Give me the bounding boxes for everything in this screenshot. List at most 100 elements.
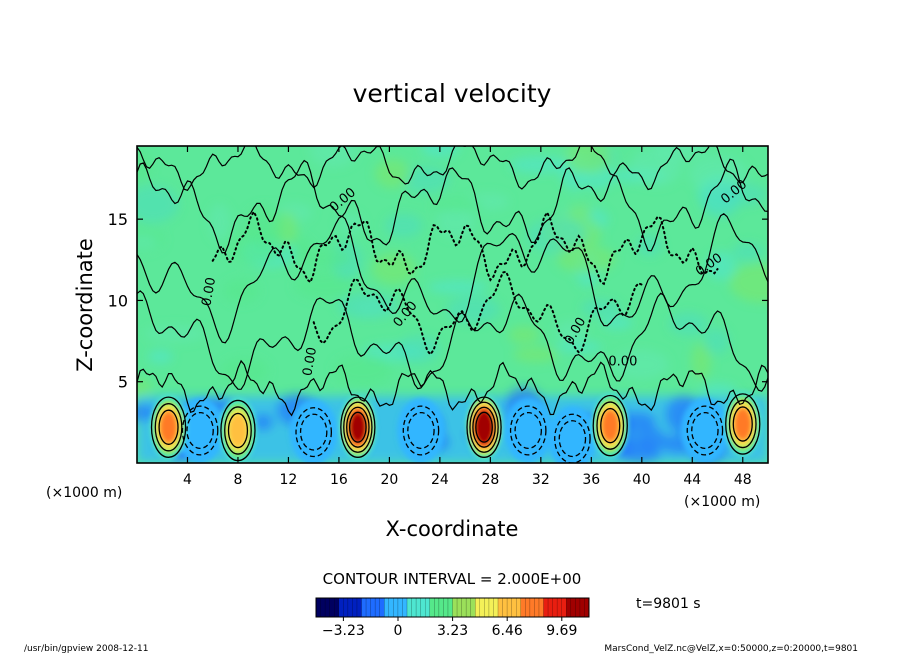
x-tick-label: 36 — [582, 472, 600, 488]
y-tick-label: 15 — [108, 210, 128, 229]
field-texture — [565, 146, 611, 174]
field-texture — [436, 205, 475, 238]
field-texture — [397, 335, 441, 364]
field-texture — [220, 357, 269, 385]
updraft-core — [603, 413, 617, 438]
field-texture — [430, 198, 484, 212]
colorbar-swatch — [429, 598, 453, 617]
x-unit-right: (×1000 m) — [684, 494, 760, 510]
colorbar-tick-label: 6.46 — [492, 623, 523, 639]
field-texture — [299, 247, 352, 268]
updraft-contour — [150, 396, 187, 458]
lower-layer-texture — [253, 413, 274, 431]
downdraft-contour — [514, 411, 542, 450]
colorbar-swatch — [316, 598, 340, 617]
field-texture — [509, 156, 569, 174]
x-tick-label: 28 — [481, 472, 499, 488]
colorbar-tick-label: −3.23 — [322, 623, 365, 639]
field-texture — [446, 295, 500, 324]
updraft-contour — [348, 411, 367, 443]
downdraft-core — [548, 406, 597, 463]
updraft-contour — [154, 403, 183, 452]
y-axis-label: Z-coordinate — [73, 238, 97, 372]
plot-area: 0.000.000.000.000.000.000.000.00 — [137, 146, 768, 463]
colorbar-swatch — [407, 598, 431, 617]
field-texture — [309, 146, 358, 168]
zero-contour — [137, 213, 768, 344]
field-texture — [703, 328, 730, 355]
updraft-contour — [224, 406, 252, 455]
updraft-contour — [732, 406, 753, 442]
updraft-contour — [728, 399, 757, 449]
field-texture — [508, 325, 540, 345]
colorbar — [315, 597, 590, 618]
downdraft-contour — [186, 411, 214, 450]
plot-frame — [136, 145, 769, 464]
colorbar-tick-label: 3.23 — [437, 623, 468, 639]
colorbar-swatch — [566, 598, 590, 617]
updraft-contour — [346, 406, 370, 448]
downdraft-core — [504, 397, 553, 463]
colorbar-swatch — [475, 598, 499, 617]
field-texture — [223, 279, 260, 303]
downdraft-contour — [181, 405, 219, 456]
downdraft-core — [289, 399, 338, 463]
field-texture — [294, 271, 356, 300]
colorbar-tick-label: 0 — [394, 623, 403, 639]
contour-label: 0.00 — [199, 276, 219, 307]
zero-contour-dotted — [211, 209, 719, 286]
downdraft-core — [176, 397, 225, 463]
colorbar-tick-label: 9.69 — [546, 623, 577, 639]
x-tick-label: 24 — [431, 472, 449, 488]
downdraft-core — [396, 397, 445, 463]
updraft-contour — [472, 406, 496, 448]
x-tick-label: 32 — [532, 472, 550, 488]
field-texture — [137, 234, 158, 251]
field-texture — [732, 242, 765, 262]
x-tick-label: 20 — [380, 472, 398, 488]
lower-layer-texture — [635, 426, 665, 450]
field-texture — [613, 349, 669, 380]
updraft-contour — [469, 401, 499, 453]
colorbar-swatch — [498, 598, 522, 617]
field-texture — [225, 228, 286, 264]
downdraft-core — [680, 397, 729, 463]
field-texture — [137, 379, 152, 398]
downdraft-contour — [299, 413, 328, 451]
updraft-core — [478, 415, 490, 439]
field-texture — [428, 280, 489, 294]
footer-right: MarsCond_VelZ.nc@VelZ,x=0:50000,z=0:2000… — [604, 644, 858, 654]
zero-contour-dotted — [312, 270, 643, 356]
x-tick-label: 12 — [280, 472, 298, 488]
x-tick-label: 8 — [233, 472, 242, 488]
updraft-core — [231, 417, 245, 444]
x-tick-label: 48 — [734, 472, 752, 488]
colorbar-swatch — [452, 598, 476, 617]
chart-title: vertical velocity — [353, 79, 552, 108]
updraft-core — [351, 415, 364, 439]
y-tick-label: 10 — [108, 291, 128, 310]
zero-contour — [137, 359, 768, 417]
downdraft-contour — [558, 420, 587, 458]
updraft-core — [162, 414, 175, 440]
downdraft-contour — [407, 411, 435, 450]
field-texture — [568, 204, 593, 218]
field-texture — [554, 340, 603, 354]
x-tick-label: 40 — [633, 472, 651, 488]
time-label: t=9801 s — [636, 596, 701, 612]
field-texture — [729, 263, 768, 303]
field-texture — [601, 315, 633, 330]
downdraft-contour — [686, 405, 724, 456]
downdraft-contour — [402, 405, 440, 456]
contour-interval: CONTOUR INTERVAL = 2.000E+00 — [323, 570, 582, 588]
field-texture — [144, 325, 208, 342]
x-tick-label: 16 — [330, 472, 348, 488]
colorbar-swatch — [338, 598, 362, 617]
zero-contour — [137, 146, 768, 192]
x-axis-label: X-coordinate — [386, 517, 519, 541]
field-texture — [691, 342, 712, 380]
updraft-contour — [592, 394, 628, 457]
colorbar-swatch — [543, 598, 567, 617]
field-texture — [384, 213, 423, 238]
